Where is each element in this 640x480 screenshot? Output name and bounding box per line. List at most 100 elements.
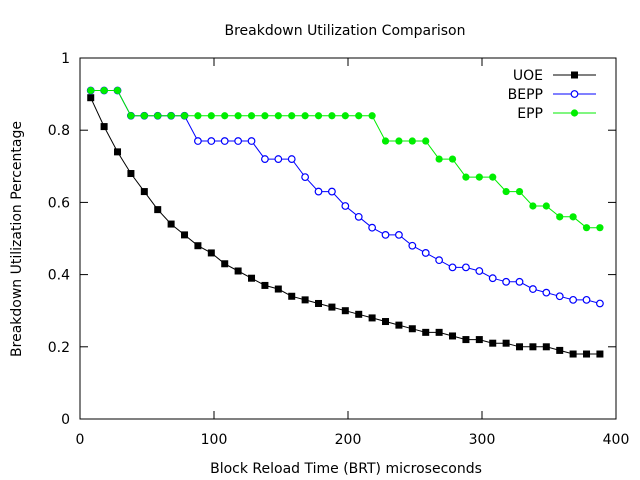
data-point-bepp: [301, 173, 310, 182]
data-point-epp: [221, 112, 229, 120]
data-point-epp: [448, 155, 457, 163]
data-point-epp: [314, 112, 323, 120]
chart-title: Breakdown Utilization Comparison: [224, 23, 465, 39]
data-point-epp: [87, 86, 95, 95]
data-point-uoe: [449, 332, 457, 340]
data-point-bepp: [354, 212, 363, 221]
data-point-epp: [288, 112, 296, 120]
data-point-bepp: [220, 137, 229, 145]
data-point-uoe: [221, 260, 229, 268]
data-point-uoe: [355, 310, 363, 318]
y-tick-label: 0.8: [48, 123, 70, 139]
y-tick-label: 0: [61, 412, 70, 428]
data-point-epp: [422, 137, 430, 145]
data-point-uoe: [475, 336, 483, 344]
data-point-epp: [341, 112, 349, 120]
data-point-uoe: [167, 220, 175, 228]
data-point-epp: [113, 86, 122, 95]
data-point-bepp: [448, 263, 457, 272]
data-point-epp: [475, 173, 483, 181]
x-tick-label: 400: [603, 432, 630, 448]
data-point-epp: [596, 224, 604, 232]
data-point-bepp: [435, 256, 444, 265]
data-point-uoe: [502, 339, 510, 347]
x-axis-label: Block Reload Time (BRT) microseconds: [210, 461, 482, 477]
legend-marker-epp: [570, 109, 579, 117]
data-point-bepp: [408, 241, 417, 250]
data-point-uoe: [248, 274, 256, 282]
data-point-uoe: [234, 267, 242, 275]
data-point-epp: [194, 112, 202, 120]
data-point-epp: [489, 173, 497, 181]
data-point-epp: [100, 86, 108, 95]
data-point-uoe: [288, 292, 296, 300]
data-point-epp: [234, 112, 242, 120]
data-point-epp: [435, 155, 443, 163]
plot-area: [86, 86, 604, 358]
data-point-bepp: [328, 187, 336, 196]
data-point-bepp: [395, 230, 403, 239]
data-point-uoe: [529, 343, 537, 351]
data-point-epp: [529, 202, 537, 210]
data-point-bepp: [475, 267, 484, 275]
data-point-bepp: [421, 249, 430, 257]
data-point-bepp: [368, 223, 377, 232]
x-tick-label: 200: [335, 432, 362, 448]
data-point-uoe: [181, 231, 189, 239]
data-point-uoe: [261, 281, 269, 289]
legend-label-bepp: BEPP: [508, 87, 543, 103]
data-point-epp: [328, 112, 336, 120]
data-point-bepp: [234, 137, 243, 145]
data-point-uoe: [583, 350, 591, 358]
data-point-epp: [154, 112, 162, 120]
data-point-uoe: [194, 242, 202, 250]
data-point-uoe: [328, 303, 336, 311]
data-point-epp: [140, 112, 148, 120]
series-uoe: [87, 94, 604, 358]
data-point-uoe: [542, 343, 550, 351]
data-point-epp: [127, 112, 135, 120]
data-point-uoe: [596, 350, 604, 358]
data-point-epp: [381, 137, 390, 145]
data-point-uoe: [154, 206, 162, 214]
data-point-bepp: [287, 155, 296, 163]
data-point-uoe: [301, 296, 309, 304]
data-point-epp: [355, 112, 363, 120]
data-point-epp: [569, 213, 577, 221]
data-point-bepp: [542, 288, 551, 297]
data-point-uoe: [435, 328, 443, 336]
data-point-epp: [261, 112, 269, 120]
axis-ticks: 0 0.2 0.4 0.6 0.8 1 0 100 200 300 400: [48, 51, 630, 448]
data-point-uoe: [395, 321, 403, 329]
data-point-epp: [301, 112, 309, 120]
series-epp: [87, 86, 604, 232]
data-point-uoe: [140, 188, 148, 196]
data-point-bepp: [596, 299, 604, 308]
data-point-epp: [582, 224, 591, 232]
data-point-uoe: [100, 123, 108, 131]
x-tick-label: 0: [76, 432, 85, 448]
data-point-epp: [462, 173, 470, 181]
data-point-uoe: [408, 325, 416, 333]
data-point-uoe: [87, 94, 95, 102]
data-point-epp: [408, 137, 416, 145]
data-point-bepp: [261, 155, 269, 163]
series-line-bepp: [90, 90, 601, 304]
data-point-bepp: [381, 230, 390, 239]
plot-frame: [79, 57, 617, 420]
data-point-bepp: [529, 285, 537, 293]
x-tick-label: 300: [469, 432, 496, 448]
y-tick-label: 0.6: [48, 195, 70, 211]
data-point-epp: [247, 112, 256, 120]
data-point-bepp: [515, 277, 524, 286]
data-point-epp: [368, 112, 376, 120]
data-point-bepp: [247, 137, 256, 145]
data-point-epp: [502, 187, 510, 196]
data-point-uoe: [556, 346, 564, 354]
data-point-bepp: [194, 137, 202, 145]
data-point-uoe: [382, 318, 390, 326]
data-point-uoe: [341, 307, 349, 315]
data-point-epp: [180, 112, 189, 120]
data-point-epp: [542, 202, 550, 210]
x-tick-label: 100: [201, 432, 228, 448]
